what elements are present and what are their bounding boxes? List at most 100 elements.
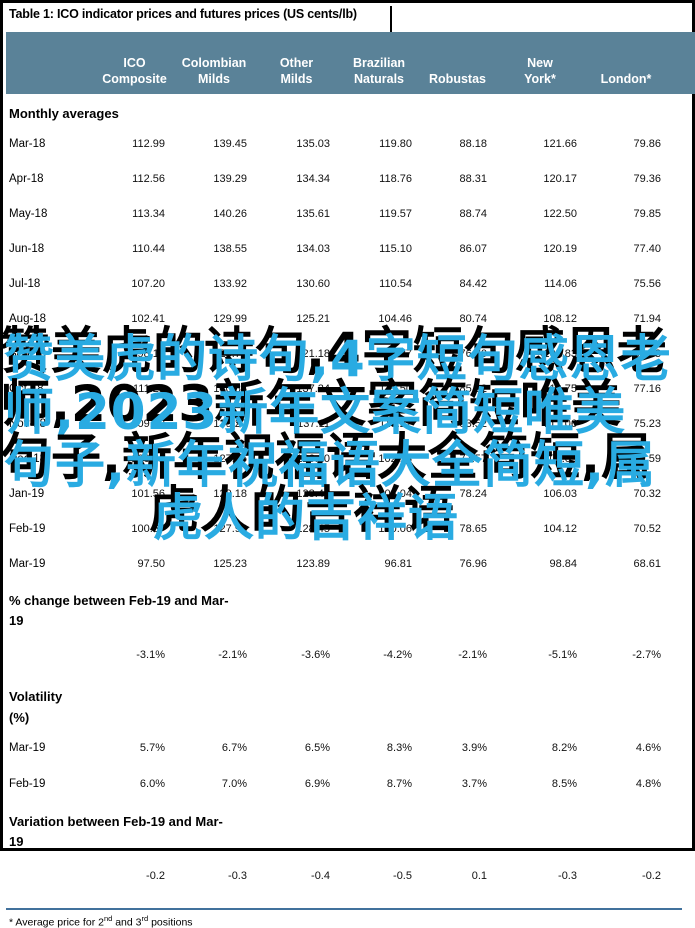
row-label: Jun-18 <box>9 242 45 255</box>
cell-value: 75.23 <box>633 417 661 430</box>
cell-value: 134.03 <box>296 242 330 255</box>
cell-value: 0.1 <box>471 869 487 882</box>
header-colombian-milds: Colombian Milds <box>173 32 255 94</box>
cell-value: -2.7% <box>632 649 661 662</box>
cell-value: 122.50 <box>543 207 577 220</box>
table-row: Aug-18 102.41 129.99 125.21 104.46 80.74… <box>6 301 695 336</box>
rule-cell <box>6 898 695 910</box>
cell-value: -0.2 <box>146 869 165 882</box>
cell-value: 103.04 <box>378 487 412 500</box>
cell-value: -0.2 <box>642 869 661 882</box>
footnote-part2: and 3 <box>112 916 142 928</box>
cell-value: 139.27 <box>213 417 247 430</box>
cell-value: 77.40 <box>633 242 661 255</box>
cell-value: -3.1% <box>136 649 165 662</box>
cell-value: -5.1% <box>548 649 577 662</box>
cell-value: -2.1% <box>458 649 487 662</box>
cell-value: 83.52 <box>459 417 487 430</box>
row-label: Oct-18 <box>9 382 44 395</box>
row-label: Sep-18 <box>9 347 47 360</box>
cell-value: 113.34 <box>132 207 165 220</box>
pct-change-label-line2: 19 <box>9 613 24 629</box>
cell-value: 140.26 <box>213 207 247 220</box>
table-row: Feb-19 100.67 127.93 128.45 100.06 78.65… <box>6 511 695 546</box>
volatility-label-line2: (%) <box>9 709 30 725</box>
cell-value: 119.57 <box>379 207 412 220</box>
table-row: Mar-18 112.99 139.45 135.03 119.80 88.18… <box>6 126 695 161</box>
cell-value: 105.09 <box>543 452 577 465</box>
header-new-york: New York* <box>495 32 585 94</box>
cell-value: 76.96 <box>459 557 487 570</box>
table-row: Jul-18 107.20 133.92 130.60 110.54 84.42… <box>6 266 695 301</box>
cell-value: 102.18 <box>378 452 412 465</box>
row-label: Feb-19 <box>9 777 46 790</box>
cell-value: 115.50 <box>379 382 412 395</box>
title-divider-line <box>390 6 392 32</box>
cell-value: 102.83 <box>543 347 577 360</box>
cell-value: -4.2% <box>383 649 412 662</box>
variation-label-line1: Variation between Feb-19 and Mar- <box>9 813 223 829</box>
cell-value: 125.21 <box>296 312 330 325</box>
cell-value: 112.99 <box>132 137 165 150</box>
cell-value: 88.31 <box>459 172 487 185</box>
cell-value: 135.03 <box>296 137 330 150</box>
row-label: Jul-18 <box>9 277 41 290</box>
cell-value: 138.55 <box>213 242 247 255</box>
cell-value: 129.18 <box>213 487 247 500</box>
cell-value: 3.9% <box>461 741 487 754</box>
cell-value: 134.34 <box>296 172 330 185</box>
cell-value: 77.57 <box>459 452 487 465</box>
pct-change-label: % change between Feb-19 and Mar- 19 <box>6 581 695 633</box>
cell-value: 110.54 <box>379 277 412 290</box>
cell-value: 100.61 <box>131 452 165 465</box>
header-brazilian-naturals: Brazilian Naturals <box>338 32 420 94</box>
cell-value: 5.7% <box>139 741 165 754</box>
cell-value: 8.7% <box>386 777 412 790</box>
cell-value: 127.06 <box>213 452 247 465</box>
cell-value: 75.56 <box>633 277 661 290</box>
cell-value: 129.99 <box>213 312 247 325</box>
cell-value: 107.20 <box>131 277 165 290</box>
cell-value: 100.06 <box>378 522 412 535</box>
section-pct-change: % change between Feb-19 and Mar- 19 <box>6 581 695 633</box>
cell-value: 86.07 <box>459 242 487 255</box>
volatility-label: Volatility (%) <box>6 677 695 729</box>
cell-value: -0.5 <box>393 869 412 882</box>
table-title: Table 1: ICO indicator prices and future… <box>9 7 357 21</box>
table-row: Oct-18 111.21 140.83 137.34 115.50 85.32… <box>6 371 695 406</box>
table-row: Nov-18 109.59 139.27 137.11 113.27 83.52… <box>6 406 695 441</box>
ico-price-table: ICO Composite Colombian Milds Other Milds B… <box>6 32 695 928</box>
cell-value: 8.3% <box>386 741 412 754</box>
cell-value: 128.45 <box>296 522 330 535</box>
footnote-rule-row <box>6 898 695 910</box>
cell-value: 118.76 <box>379 172 412 185</box>
table-row: Mar-19 5.7% 6.7% 6.5% 8.3% 3.9% 8.2% 4.6… <box>6 730 695 766</box>
footnote-part1: * Average price for 2 <box>9 916 104 928</box>
cell-value: 6.0% <box>139 777 165 790</box>
cell-value: 137.34 <box>296 382 330 395</box>
pct-change-label-line1: % change between Feb-19 and Mar- <box>9 593 229 609</box>
variation-values-row: -0.2 -0.3 -0.4 -0.5 0.1 -0.3 -0.2 <box>6 854 695 898</box>
section-monthly-averages: Monthly averages <box>6 94 695 126</box>
cell-value: 88.74 <box>459 207 487 220</box>
cell-value: 4.6% <box>635 741 661 754</box>
footnote-sup-rd: rd <box>141 913 149 923</box>
cell-value: -2.1% <box>218 649 247 662</box>
cell-value: 3.7% <box>461 777 487 790</box>
row-label: Feb-19 <box>9 522 46 535</box>
header-empty-cell <box>6 32 96 94</box>
cell-value: 104.12 <box>543 522 577 535</box>
volatility-label-line1: Volatility <box>9 689 63 705</box>
empty-cell <box>6 854 96 898</box>
row-label: Nov-18 <box>9 417 47 430</box>
cell-value: 97.50 <box>137 557 165 570</box>
section-volatility: Volatility (%) <box>6 677 695 729</box>
cell-value: 79.85 <box>633 207 661 220</box>
header-ico-composite: ICO Composite <box>96 32 173 94</box>
cell-value: 120.17 <box>543 172 577 185</box>
table-row: May-18 113.34 140.26 135.61 119.57 88.74… <box>6 196 695 231</box>
cell-value: 113.27 <box>379 417 412 430</box>
row-label: May-18 <box>9 207 48 220</box>
cell-value: 130.60 <box>296 277 330 290</box>
cell-value: 119.80 <box>379 137 412 150</box>
